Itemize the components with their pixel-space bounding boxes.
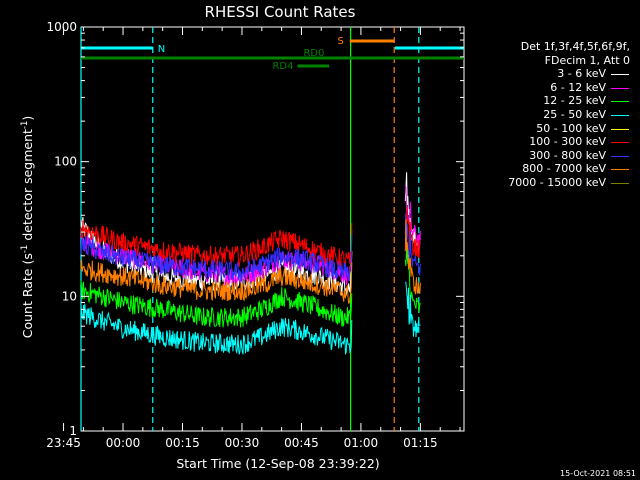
legend-label: 12 - 25 keV (543, 94, 606, 108)
legend-label: 7000 - 15000 keV (508, 175, 606, 189)
series-line (80, 234, 353, 284)
legend-entry: 300 - 800 keV (478, 149, 630, 163)
x-tick-label: 00:45 (284, 436, 319, 450)
state-label: RD0 (303, 48, 324, 59)
chart-title: RHESSI Count Rates (205, 3, 356, 21)
series-line (404, 219, 421, 295)
x-tick-label: 01:00 (344, 436, 379, 450)
legend-swatch (611, 74, 629, 76)
series-line (80, 259, 353, 304)
legend-entry: 25 - 50 keV (478, 108, 630, 122)
series-line (80, 280, 353, 328)
series-lines (80, 172, 421, 356)
state-label: N (158, 44, 165, 55)
series-line (80, 303, 353, 356)
x-tick-label: 00:00 (106, 436, 141, 450)
legend-swatch (611, 169, 629, 171)
legend-entry: 100 - 300 keV (478, 135, 630, 149)
series-line (404, 206, 421, 259)
y-tick-label: 1000 (46, 20, 77, 34)
legend-swatch (611, 87, 629, 89)
legend-label: 800 - 7000 keV (522, 162, 606, 176)
series-line (80, 220, 353, 269)
legend-label: 3 - 6 keV (557, 67, 606, 81)
legend-header-detectors: Det 1f,3f,4f,5f,6f,9f, (520, 40, 630, 53)
x-axis-label: Start Time (12-Sep-08 23:39:22) (176, 456, 379, 471)
legend: Det 1f,3f,4f,5f,6f,9f, FDecim 1, Att 0 3… (478, 40, 630, 190)
series-line (404, 212, 421, 276)
x-tick-label: 23:45 (46, 436, 81, 450)
legend-header-decimation: FDecim 1, Att 0 (544, 53, 630, 67)
x-tick-label: 00:15 (165, 436, 200, 450)
legend-entry: 7000 - 15000 keV (478, 176, 630, 190)
legend-swatch (611, 182, 629, 184)
y-tick-label: 1 (69, 424, 77, 438)
state-bars: N RD0 RD4 S (81, 36, 464, 72)
legend-label: 300 - 800 keV (529, 148, 606, 162)
state-label: S (337, 36, 343, 47)
vertical-markers (80, 27, 420, 431)
legend-swatch (611, 114, 629, 116)
legend-swatch (611, 142, 629, 144)
footer-date: 15-Oct-2021 08:51 (560, 469, 636, 478)
legend-entry: 6 - 12 keV (478, 81, 630, 95)
legend-swatch (611, 101, 629, 103)
x-tick-label: 00:30 (225, 436, 260, 450)
legend-label: 6 - 12 keV (550, 80, 606, 94)
legend-label: 100 - 300 keV (529, 135, 606, 149)
legend-entry: 50 - 100 keV (478, 122, 630, 136)
legend-swatch (611, 155, 629, 157)
y-tick-label: 100 (54, 155, 77, 169)
legend-entry: 800 - 7000 keV (478, 162, 630, 176)
axes: 1 10 100 1000 23:45 00:00 00:15 00:30 00:45 01:00… (46, 20, 464, 450)
legend-entry: 3 - 6 keV (478, 67, 630, 81)
state-label: RD4 (272, 61, 293, 72)
y-axis-label: Count Rate (s-1 detector segment-1) (20, 116, 35, 339)
legend-entry: 12 - 25 keV (478, 94, 630, 108)
x-tick-label: 01:15 (403, 436, 438, 450)
legend-label: 25 - 50 keV (543, 107, 606, 121)
y-tick-label: 10 (62, 289, 77, 303)
legend-swatch (611, 128, 629, 130)
series-line (404, 281, 421, 338)
legend-label: 50 - 100 keV (536, 121, 606, 135)
